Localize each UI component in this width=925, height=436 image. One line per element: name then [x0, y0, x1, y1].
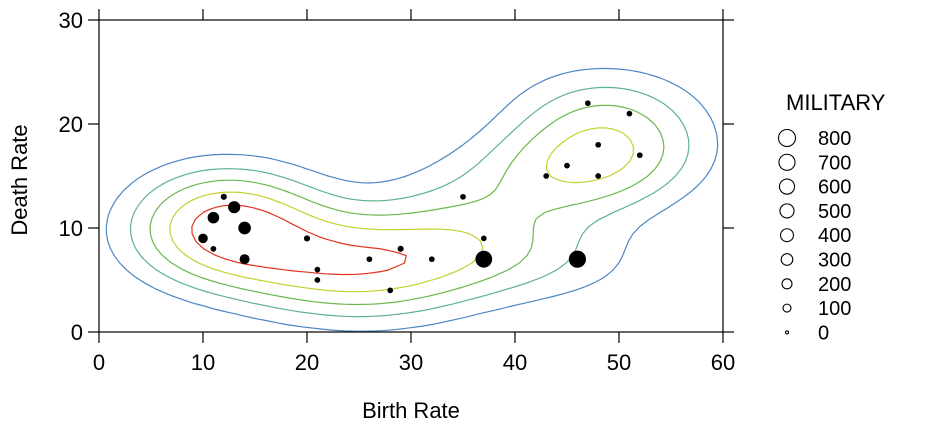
legend-label: 100 [818, 298, 851, 320]
legend-symbol [780, 228, 794, 243]
legend-symbol [778, 178, 796, 195]
data-point [564, 162, 570, 169]
legend-symbol [779, 203, 795, 219]
y-tick-label: 10 [59, 216, 83, 241]
legend-label: 700 [818, 152, 851, 174]
data-point [314, 266, 321, 273]
x-tick-label: 60 [711, 350, 735, 375]
legend-label: 600 [818, 177, 851, 199]
data-point [387, 287, 394, 294]
contour-line-1 [105, 67, 719, 332]
contour-line-3 [149, 104, 665, 306]
data-point [584, 100, 591, 107]
data-point [220, 193, 227, 200]
legend-label: 500 [818, 201, 851, 223]
contour-line-2 [129, 86, 690, 318]
data-point [228, 201, 241, 214]
data-point [239, 254, 250, 265]
x-tick-label: 20 [295, 350, 319, 375]
legend-symbol [784, 330, 790, 335]
legend-label: 400 [818, 225, 851, 247]
data-point [543, 173, 550, 179]
y-tick-label: 0 [71, 320, 83, 345]
data-point [568, 250, 586, 268]
data-point [397, 245, 404, 252]
legend-label: 800 [818, 128, 851, 150]
scatter-points [198, 100, 643, 294]
x-tick-label: 40 [503, 350, 527, 375]
data-point [210, 245, 217, 252]
axis-ticks: 0 10 20 30 40 50 60 0 10 20 30 [59, 8, 736, 375]
legend-symbol [781, 278, 793, 290]
data-point [303, 235, 311, 242]
x-axis-title: Birth Rate [362, 398, 460, 423]
legend-symbol [778, 153, 796, 171]
x-tick-label: 30 [399, 350, 423, 375]
data-point [475, 250, 493, 268]
legend-symbol [777, 128, 797, 148]
data-point [460, 193, 466, 200]
legend-label: 200 [818, 274, 851, 296]
data-point [198, 233, 208, 244]
data-point [595, 173, 602, 179]
data-point [480, 235, 487, 242]
x-tick-label: 50 [607, 350, 631, 375]
data-point [238, 221, 251, 235]
data-point [314, 277, 321, 283]
legend-label: 300 [818, 250, 851, 272]
legend-label: 0 [818, 322, 829, 344]
data-point [595, 141, 602, 148]
x-tick-label: 10 [191, 350, 215, 375]
data-point [428, 256, 435, 263]
data-point [636, 152, 643, 159]
y-tick-label: 20 [59, 112, 83, 137]
contour-line-5 [191, 204, 407, 276]
y-tick-label: 30 [59, 8, 83, 33]
legend-symbol [780, 253, 794, 266]
x-tick-label: 0 [93, 350, 105, 375]
data-point [366, 256, 373, 263]
y-axis-title: Death Rate [7, 124, 32, 235]
density-contours [105, 67, 719, 332]
legend-title: MILITARY [786, 90, 886, 115]
legend-symbol [782, 303, 792, 313]
data-point [626, 110, 633, 117]
data-point [207, 211, 220, 224]
